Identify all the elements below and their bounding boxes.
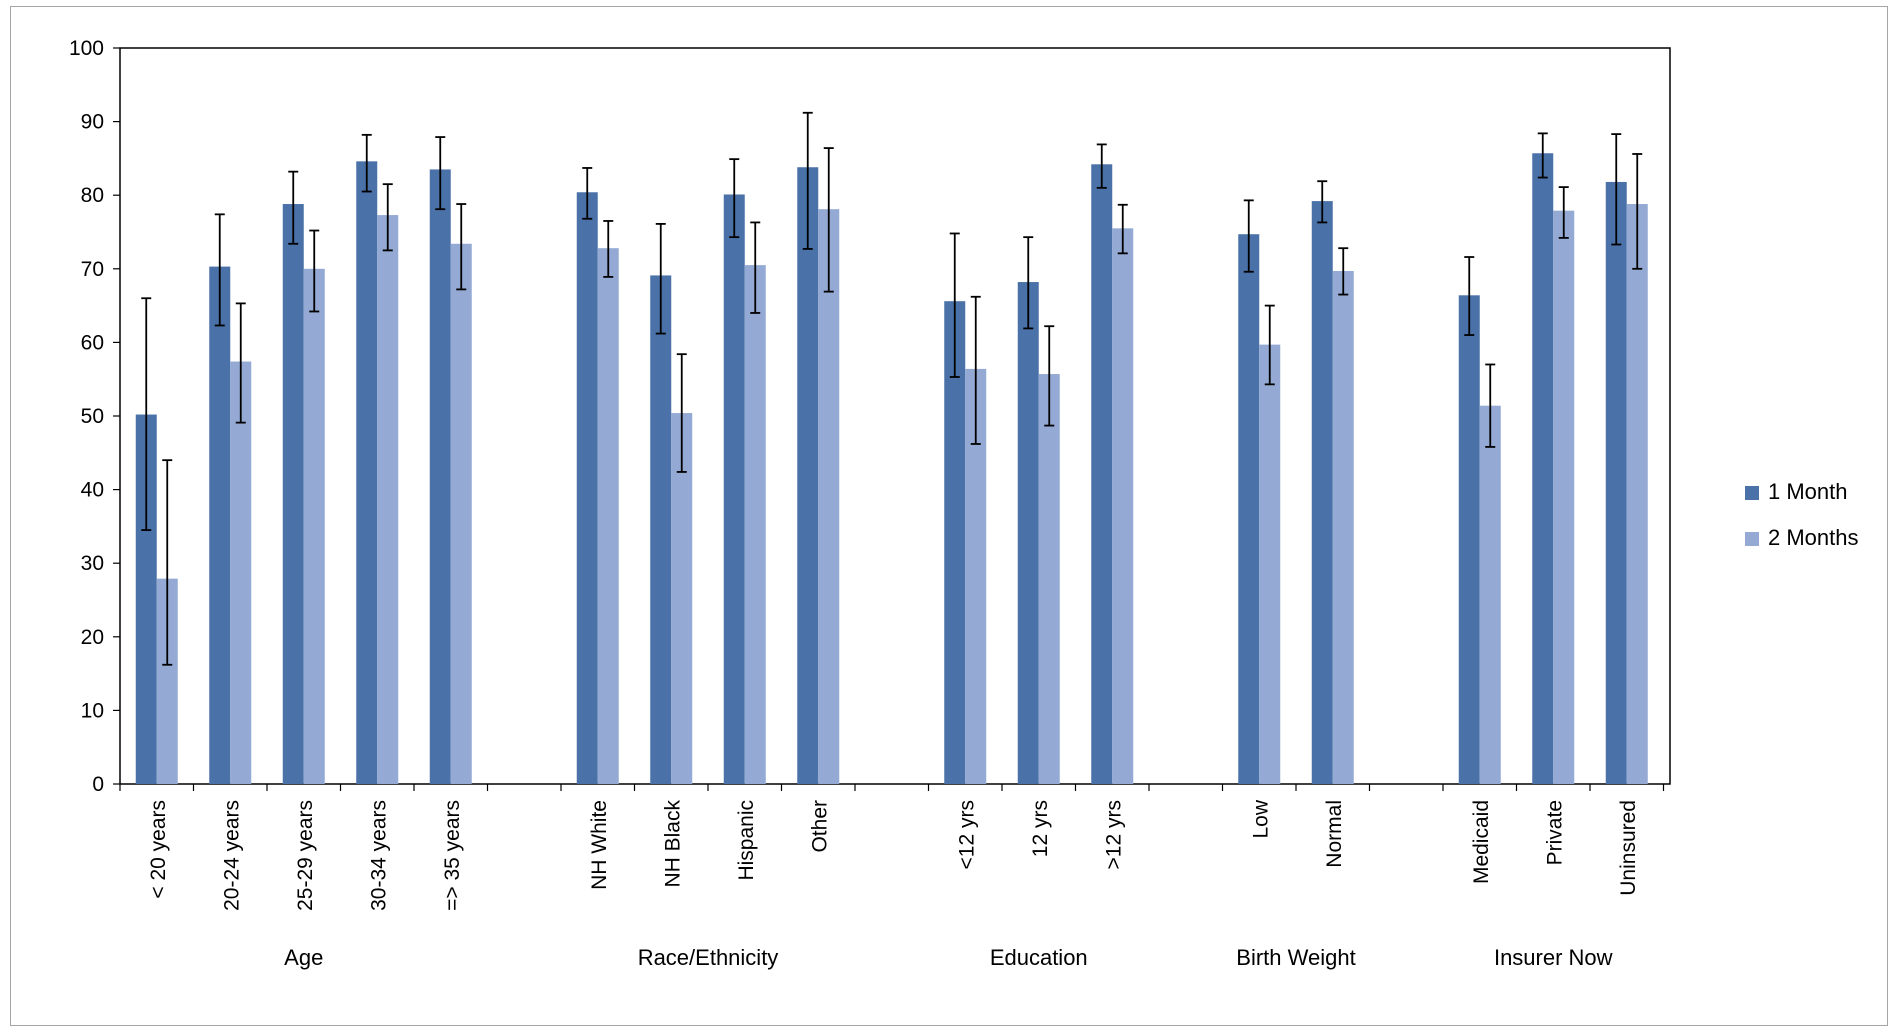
x-tick-label: <12 yrs — [955, 800, 978, 869]
y-tick-label: 20 — [81, 626, 104, 649]
x-tick-label: NH Black — [661, 800, 684, 888]
group-label: Age — [284, 945, 323, 970]
bar-month2 — [450, 243, 472, 784]
legend-swatch — [1745, 486, 1759, 500]
bar-month2 — [1038, 374, 1060, 784]
legend-label: 2 Months — [1768, 525, 1859, 550]
bar-month2 — [1479, 405, 1501, 784]
bar-month2 — [597, 248, 619, 784]
y-tick-label: 60 — [81, 331, 104, 354]
x-tick-label: Normal — [1323, 800, 1346, 868]
bar-month2 — [818, 209, 840, 784]
bar-month1 — [282, 204, 304, 785]
y-tick-label: 100 — [69, 37, 104, 60]
bar-month1 — [723, 194, 745, 785]
group-label: Race/Ethnicity — [638, 945, 779, 970]
group-label: Birth Weight — [1236, 945, 1355, 970]
group-label: Insurer Now — [1494, 945, 1613, 970]
bar-month2 — [1626, 204, 1648, 785]
bar-month2 — [230, 361, 252, 784]
y-tick-label: 0 — [92, 773, 104, 796]
x-tick-label: 20-24 years — [220, 800, 243, 911]
bar-month2 — [303, 268, 325, 784]
x-tick-label: 30-34 years — [367, 800, 390, 911]
x-tick-label: => 35 years — [441, 800, 464, 911]
y-tick-label: 70 — [81, 258, 104, 281]
bar-month2 — [1259, 344, 1281, 784]
x-tick-label: Medicaid — [1470, 800, 1493, 884]
bar-month1 — [209, 266, 231, 784]
x-tick-label: Other — [808, 800, 831, 853]
y-tick-label: 40 — [81, 479, 104, 502]
x-tick-label: Hispanic — [735, 800, 758, 881]
x-tick-label: >12 yrs — [1102, 800, 1125, 869]
x-tick-label: Low — [1249, 799, 1272, 838]
group-label: Education — [990, 945, 1088, 970]
x-tick-label: Uninsured — [1617, 800, 1640, 896]
bar-month2 — [1332, 271, 1354, 784]
bar-month1 — [1458, 295, 1480, 784]
bar-month1 — [429, 169, 451, 784]
x-tick-label: 25-29 years — [294, 800, 317, 911]
bar-month1 — [135, 414, 157, 784]
bar-month1 — [356, 161, 378, 784]
legend-swatch — [1745, 532, 1759, 546]
x-tick-label: 12 yrs — [1029, 800, 1052, 857]
bar-month2 — [965, 368, 987, 784]
bar-month1 — [1532, 153, 1554, 785]
plot-area — [119, 47, 1671, 785]
bar-month2 — [377, 215, 399, 784]
y-tick-label: 90 — [81, 111, 104, 134]
x-tick-label: < 20 years — [147, 800, 170, 899]
bar-month1 — [650, 275, 672, 784]
x-tick-label: NH White — [588, 800, 611, 890]
bar-month1 — [1091, 164, 1113, 785]
bar-month2 — [744, 265, 766, 784]
y-tick-label: 80 — [81, 184, 104, 207]
bar-month2 — [156, 578, 178, 784]
bar-month1 — [1605, 181, 1627, 784]
x-tick-label: Private — [1543, 800, 1566, 865]
bar-month1 — [944, 301, 966, 784]
bar-month1 — [1311, 201, 1333, 784]
bar-month2 — [1553, 210, 1575, 784]
bar-month2 — [671, 413, 693, 784]
bar-month1 — [1017, 282, 1039, 784]
legend-label: 1 Month — [1768, 479, 1848, 504]
y-tick-label: 50 — [81, 405, 104, 428]
bar-month1 — [797, 167, 819, 784]
bar-month1 — [576, 192, 598, 785]
y-tick-label: 30 — [81, 552, 104, 575]
bar-month2 — [1112, 228, 1134, 784]
bar-month1 — [1238, 234, 1260, 784]
y-tick-label: 10 — [81, 699, 104, 722]
